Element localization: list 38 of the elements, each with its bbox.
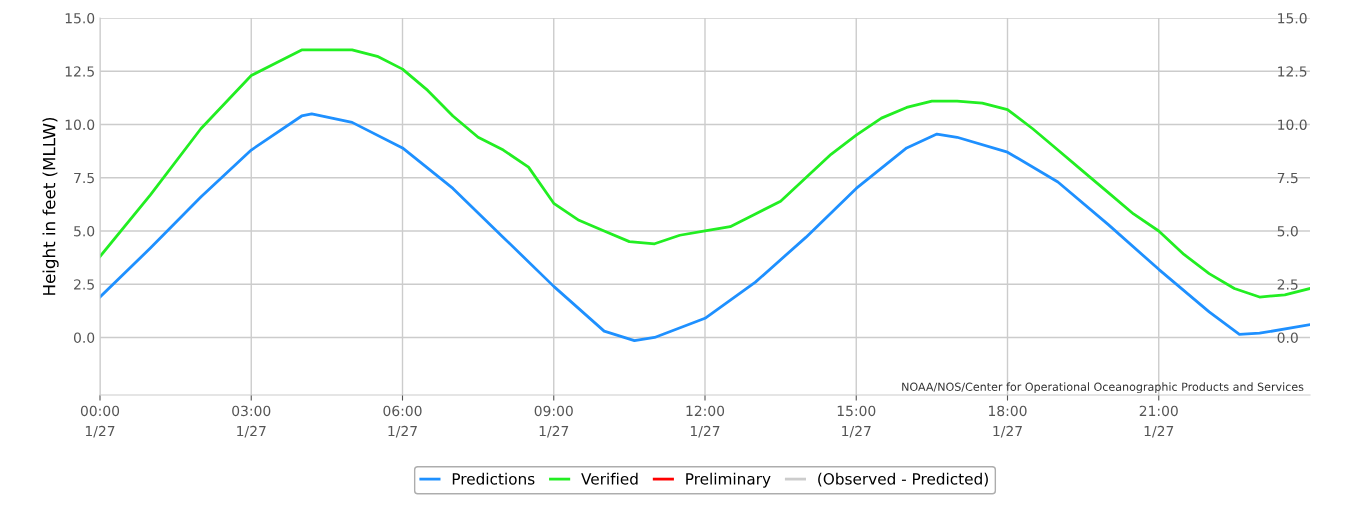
text: 1/27 <box>690 425 720 438</box>
y-tick-label: 15.0 <box>65 12 95 24</box>
annotation: NOAA/NOS/Center for Operational Oceanographic Products and Services <box>902 382 1304 394</box>
x-tick-label: 15:00 <box>837 405 876 417</box>
x-tick-label: 09:00 <box>534 405 573 417</box>
legend-label: Verified <box>581 472 638 485</box>
y2-tick-label: 7.5 <box>1277 172 1298 184</box>
line-series <box>100 48 1310 299</box>
y2-tick-label: 10.0 <box>1278 119 1307 130</box>
y2-tick-label: 12.5 <box>1278 66 1307 77</box>
y-tick-label: 0.0 <box>73 332 95 343</box>
y2-tick-label: 0.0 <box>1277 332 1298 343</box>
line-series <box>100 112 1310 343</box>
text: 1/27 <box>388 425 417 438</box>
text: 1/27 <box>539 425 569 438</box>
y-axis-title: Height in feet (MLLW) <box>42 117 59 295</box>
text: 1/27 <box>842 425 871 438</box>
y2-tick-label: 2.5 <box>1277 279 1298 290</box>
text: 1/27 <box>993 425 1022 438</box>
text: 1/27 <box>85 425 115 438</box>
x-tick-label: 12:00 <box>686 405 725 417</box>
x-tick-label: 00:00 <box>80 405 120 417</box>
y-tick-label: 5.0 <box>74 225 95 237</box>
y-tick-label: 2.5 <box>74 279 94 290</box>
text: 1/27 <box>237 425 266 438</box>
legend-label: Preliminary <box>686 472 771 488</box>
y-tick-label: 10.0 <box>65 119 95 130</box>
text: 1/27 <box>1144 425 1174 438</box>
x-tick-label: 06:00 <box>383 405 422 417</box>
legend-label: Predictions <box>452 472 535 485</box>
y-tick-label: 12.5 <box>65 66 94 77</box>
x-tick-label: 03:00 <box>232 405 271 417</box>
y2-tick-label: 5.0 <box>1277 225 1298 237</box>
y-tick-label: 7.5 <box>74 172 94 184</box>
y2-tick-label: 15.0 <box>1278 12 1307 24</box>
x-tick-label: 21:00 <box>1139 405 1178 417</box>
x-tick-label: 18:00 <box>989 405 1027 417</box>
legend-label: (Observed - Predicted) <box>818 472 988 487</box>
